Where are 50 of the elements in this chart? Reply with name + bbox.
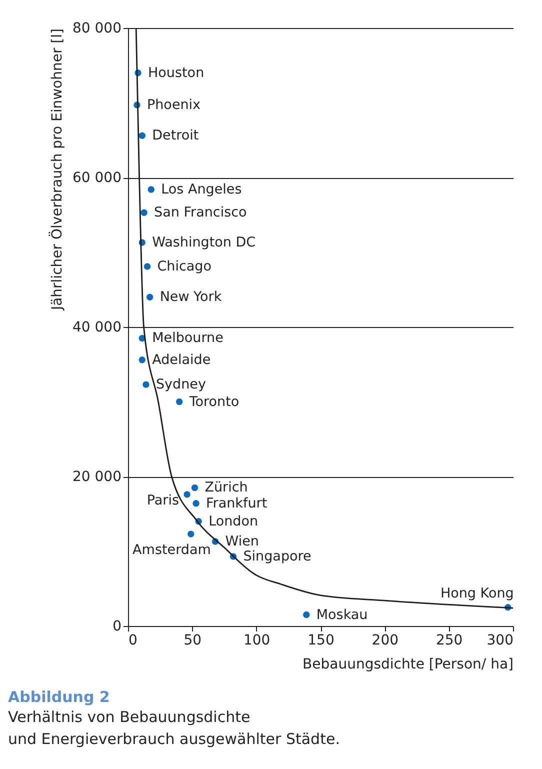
annotation: San Francisco xyxy=(154,204,247,221)
y-tick-label: 80 000 xyxy=(72,20,122,36)
point xyxy=(184,491,190,498)
point xyxy=(148,186,154,193)
x-tick-label: 100 xyxy=(243,632,270,648)
y-tick-label: 60 000 xyxy=(72,170,122,186)
point xyxy=(138,356,146,364)
annotation: Wien xyxy=(225,534,259,550)
x-tick-label: 300 xyxy=(486,632,514,648)
point xyxy=(146,294,154,300)
x-tick-label: 200 xyxy=(372,632,399,648)
annotation: Houston xyxy=(148,64,204,81)
annotation: Washington DC xyxy=(152,234,256,251)
annotation: Toronto xyxy=(188,394,240,410)
annotation: London xyxy=(208,513,258,530)
annotation: Adelaide xyxy=(152,352,211,368)
x-tick-label: 0 xyxy=(128,632,138,648)
annotation: Paris xyxy=(146,492,180,508)
annotation: Frankfurt xyxy=(206,495,268,512)
point xyxy=(176,398,183,406)
point xyxy=(140,209,148,216)
point xyxy=(142,381,150,388)
annotation: Moskau xyxy=(316,606,368,623)
point xyxy=(191,484,198,492)
annotation: Los Angeles xyxy=(161,181,242,198)
annotation: Zürich xyxy=(204,480,248,496)
y-axis-title: Jährlicher Ölverbrauch pro Einwohner [l] xyxy=(48,28,66,312)
annotation: Sydney xyxy=(156,376,206,393)
annotation: Phoenix xyxy=(146,96,201,113)
annotation: New York xyxy=(160,289,222,306)
annotation: Singapore xyxy=(243,548,312,564)
y-tick-label: 20 000 xyxy=(72,469,122,485)
annotation: Hong Kong xyxy=(440,585,514,602)
point xyxy=(144,263,151,270)
text: Abbildung 2 xyxy=(8,688,110,706)
point xyxy=(188,530,194,538)
annotation: Melbourne xyxy=(152,330,224,346)
annotation: Chicago xyxy=(157,258,212,274)
y-tick-label: 0 xyxy=(112,618,122,634)
x-axis-title: Bebauungsdichte [Person/ ha] xyxy=(302,656,514,672)
annotation: Detroit xyxy=(152,128,199,144)
x-tick-label: 50 xyxy=(184,632,202,648)
x-tick-label: 150 xyxy=(308,632,334,648)
text: Verhältnis von Bebauungsdichte und Energieverbrauch ausgewählter Städte. xyxy=(8,708,340,748)
point xyxy=(138,132,146,139)
y-tick-label: 40 000 xyxy=(72,320,122,336)
point xyxy=(192,500,200,507)
x-tick-label: 250 xyxy=(436,632,463,648)
point xyxy=(303,611,310,618)
annotation: Amsterdam xyxy=(132,542,211,558)
